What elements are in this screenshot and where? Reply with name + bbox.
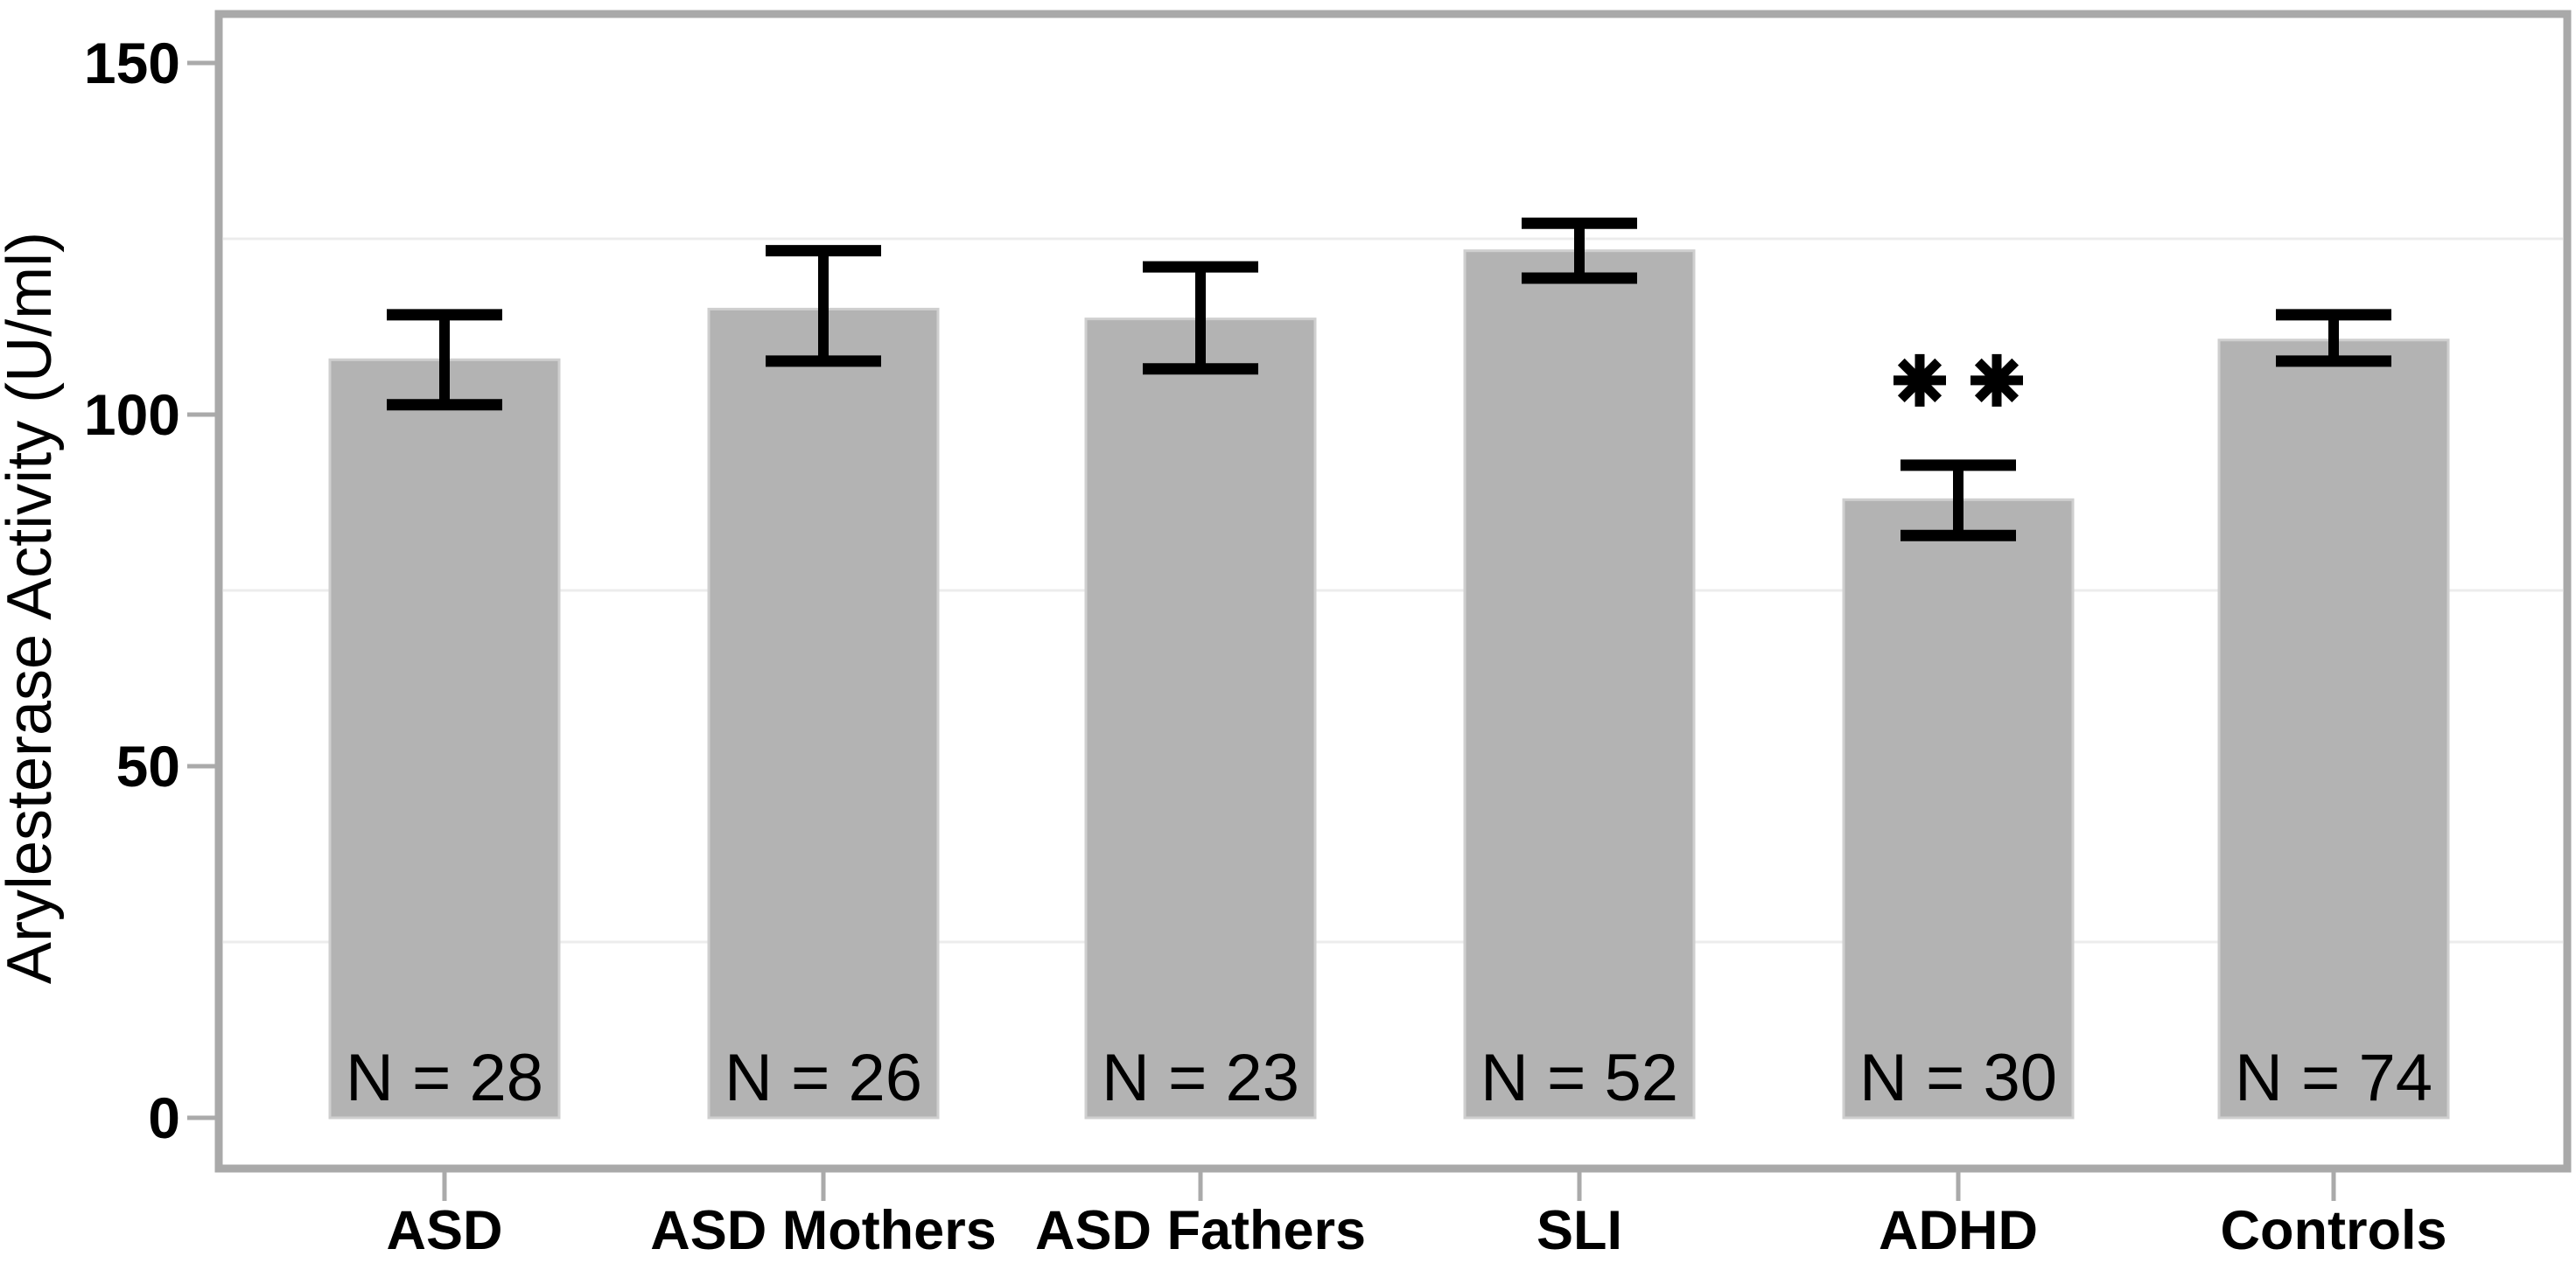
y-axis-title: Arylesterase Activity (U/ml) bbox=[0, 232, 65, 984]
category-label-sli: SLI bbox=[1536, 1200, 1622, 1261]
sample-size-label-asd: N = 28 bbox=[346, 1041, 543, 1115]
bar-asd-fathers bbox=[1084, 318, 1317, 1120]
category-label-asd: ASD bbox=[386, 1200, 502, 1261]
sample-size-label-controls: N = 74 bbox=[2235, 1041, 2432, 1115]
plot-border bbox=[214, 10, 2572, 1173]
bar-sli bbox=[1463, 249, 1696, 1120]
sample-size-label-sli: N = 52 bbox=[1480, 1041, 1678, 1115]
category-label-asd-mothers: ASD Mothers bbox=[650, 1200, 997, 1261]
y-tick-label: 50 bbox=[116, 734, 180, 799]
bar-asd-mothers bbox=[707, 307, 940, 1120]
category-label-adhd: ADHD bbox=[1879, 1200, 2038, 1261]
sample-size-label-asd-fathers: N = 23 bbox=[1102, 1041, 1299, 1115]
sample-size-label-asd-mothers: N = 26 bbox=[724, 1041, 922, 1115]
category-label-asd-fathers: ASD Fathers bbox=[1035, 1200, 1366, 1261]
bar-adhd bbox=[1842, 498, 2075, 1120]
y-tick-label: 100 bbox=[84, 382, 180, 447]
y-tick-label: 0 bbox=[148, 1085, 180, 1150]
significance-asterisk bbox=[1897, 358, 1942, 402]
bar-controls bbox=[2217, 338, 2450, 1120]
y-tick-label: 150 bbox=[84, 31, 180, 95]
bar-asd bbox=[328, 358, 561, 1120]
significance-asterisk bbox=[1974, 358, 2020, 402]
sample-size-label-adhd: N = 30 bbox=[1859, 1041, 2057, 1115]
category-label-controls: Controls bbox=[2221, 1200, 2447, 1261]
